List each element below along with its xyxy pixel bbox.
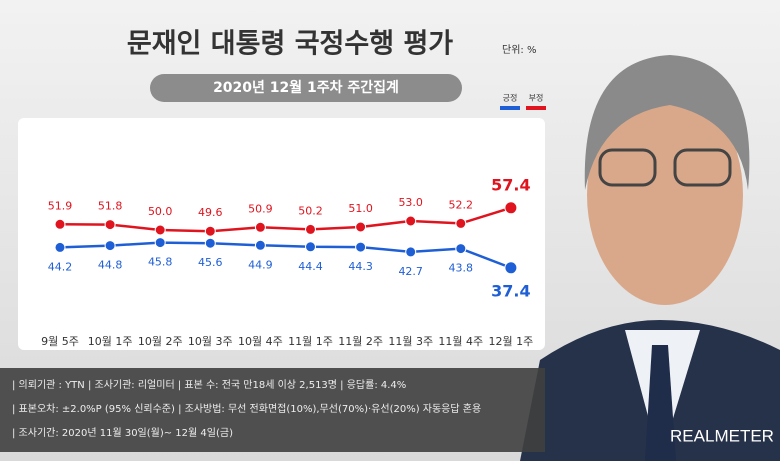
data-point bbox=[54, 241, 66, 253]
data-label: 44.2 bbox=[48, 260, 73, 273]
data-point bbox=[355, 241, 367, 253]
x-tick-label: 10월 3주 bbox=[188, 335, 233, 348]
x-tick-label: 11월 3주 bbox=[388, 335, 433, 348]
face bbox=[587, 85, 743, 305]
footer-line: | 조사기간: 2020년 11월 30일(월)~ 12월 4일(금) bbox=[12, 427, 233, 439]
chart-title: 문재인 대통령 국정수행 평가 bbox=[127, 29, 453, 60]
data-label: 44.8 bbox=[98, 259, 123, 272]
x-tick-label: 11월 4주 bbox=[438, 335, 483, 348]
data-point bbox=[154, 224, 166, 236]
data-point bbox=[405, 215, 417, 227]
hair bbox=[584, 55, 750, 190]
series-line bbox=[59, 241, 512, 269]
x-tick-label: 11월 1주 bbox=[288, 335, 333, 348]
data-point bbox=[104, 219, 116, 231]
data-point bbox=[305, 223, 316, 235]
data-label: 37.4 bbox=[491, 281, 530, 300]
data-point bbox=[104, 240, 116, 252]
data-point bbox=[455, 217, 467, 229]
x-tick-label: 10월 4주 bbox=[238, 335, 283, 348]
data-label: 49.6 bbox=[198, 206, 223, 219]
data-point bbox=[455, 243, 467, 255]
data-point bbox=[154, 237, 166, 249]
data-label: 50.9 bbox=[248, 202, 273, 215]
data-label: 50.0 bbox=[148, 205, 173, 218]
glasses bbox=[673, 148, 732, 187]
data-label: 44.4 bbox=[298, 260, 323, 273]
x-tick-label: 10월 1주 bbox=[88, 335, 133, 348]
data-label: 51.9 bbox=[48, 199, 73, 212]
unit-label: 단위: % bbox=[502, 43, 536, 56]
x-tick-label: 11월 2주 bbox=[338, 335, 383, 348]
data-point bbox=[254, 221, 266, 233]
legend-label: 긍정 bbox=[503, 93, 518, 103]
data-point bbox=[355, 221, 367, 233]
data-point bbox=[54, 218, 66, 230]
data-label: 42.7 bbox=[398, 265, 423, 278]
data-point bbox=[504, 201, 518, 215]
data-point bbox=[504, 261, 518, 275]
tie bbox=[645, 345, 676, 461]
data-label: 44.9 bbox=[248, 258, 273, 271]
data-label: 57.4 bbox=[491, 175, 530, 194]
x-tick-label: 12월 1주 bbox=[489, 335, 534, 348]
glasses bbox=[598, 148, 657, 187]
x-tick-label: 9월 5주 bbox=[41, 335, 79, 348]
legend-label: 부정 bbox=[529, 93, 544, 103]
brand: REALMETER bbox=[670, 426, 774, 445]
data-label: 50.2 bbox=[298, 204, 323, 217]
series-line bbox=[59, 206, 512, 233]
data-label: 43.8 bbox=[449, 262, 474, 275]
data-label: 51.0 bbox=[348, 202, 373, 215]
data-point bbox=[405, 246, 417, 258]
portrait bbox=[520, 55, 780, 461]
data-point bbox=[204, 237, 216, 249]
data-label: 53.0 bbox=[398, 196, 423, 209]
plot-panel bbox=[18, 118, 545, 350]
subtitle: 2020년 12월 1주차 주간집계 bbox=[213, 79, 399, 96]
data-point bbox=[254, 239, 266, 251]
data-label: 45.8 bbox=[148, 256, 173, 269]
data-label: 45.6 bbox=[198, 256, 223, 269]
x-tick-label: 10월 2주 bbox=[138, 335, 183, 348]
data-label: 52.2 bbox=[449, 198, 474, 211]
footer-line: | 의뢰기관 : YTN | 조사기관: 리얼미터 | 표본 수: 전국 만18… bbox=[12, 379, 406, 391]
data-label: 51.8 bbox=[98, 200, 123, 213]
data-point bbox=[305, 241, 316, 253]
footer-box bbox=[0, 368, 545, 452]
data-label: 44.3 bbox=[348, 260, 373, 273]
data-point bbox=[204, 225, 216, 237]
footer-line: | 표본오차: ±2.0%P (95% 신뢰수준) | 조사방법: 무선 전화면… bbox=[12, 402, 481, 415]
subtitle-pill bbox=[150, 74, 462, 102]
